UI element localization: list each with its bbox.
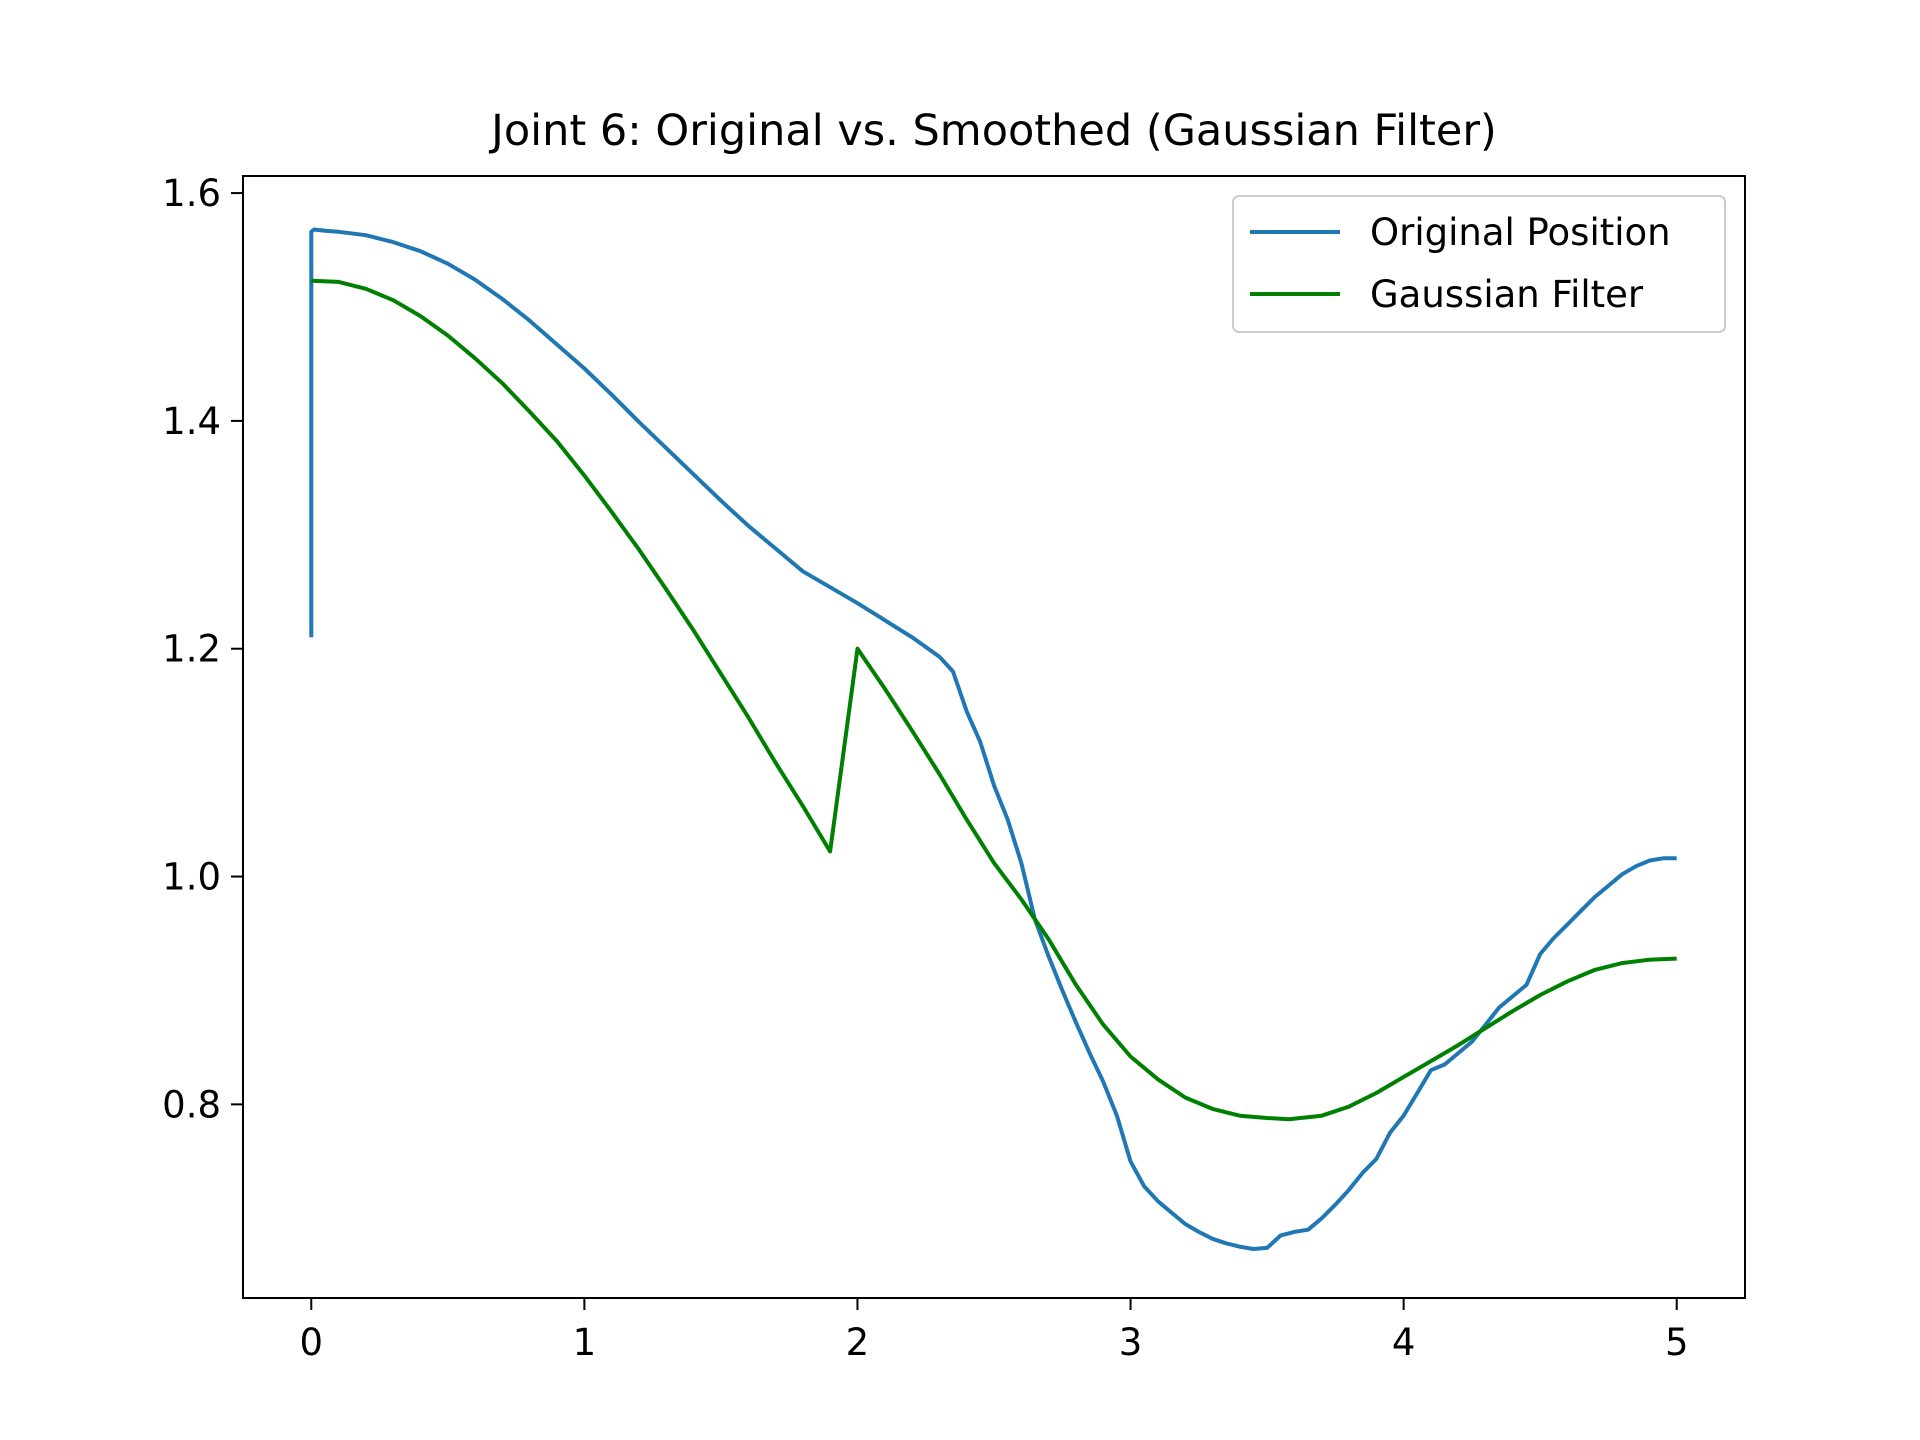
x-tick-label: 2 bbox=[846, 1321, 870, 1364]
legend: Original Position Gaussian Filter bbox=[1232, 195, 1726, 333]
series-line-original-position bbox=[309, 227, 1677, 1251]
x-tick-label: 5 bbox=[1665, 1321, 1689, 1364]
x-tick-label: 1 bbox=[573, 1321, 597, 1364]
x-tick-label: 3 bbox=[1119, 1321, 1143, 1364]
x-tick-label: 4 bbox=[1392, 1321, 1416, 1364]
y-tick-label: 1.2 bbox=[162, 628, 221, 671]
chart-title: Joint 6: Original vs. Smoothed (Gaussian… bbox=[488, 106, 1497, 156]
y-tick-label: 1.0 bbox=[162, 856, 221, 899]
y-tick-label: 1.6 bbox=[162, 172, 221, 215]
series-line-gaussian-filter bbox=[311, 278, 1677, 1122]
legend-label: Original Position bbox=[1370, 211, 1671, 254]
plot-frame bbox=[242, 175, 1746, 1299]
legend-box bbox=[1232, 195, 1726, 333]
y-tick-label: 0.8 bbox=[162, 1083, 221, 1126]
x-tick-label: 0 bbox=[299, 1321, 323, 1364]
legend-label: Gaussian Filter bbox=[1370, 273, 1644, 316]
series-layer bbox=[309, 227, 1677, 1251]
y-tick-label: 1.4 bbox=[162, 400, 221, 443]
x-axis: 0 1 2 3 4 5 bbox=[299, 1298, 1689, 1364]
y-axis: 0.8 1.0 1.2 1.4 1.6 bbox=[162, 172, 243, 1126]
